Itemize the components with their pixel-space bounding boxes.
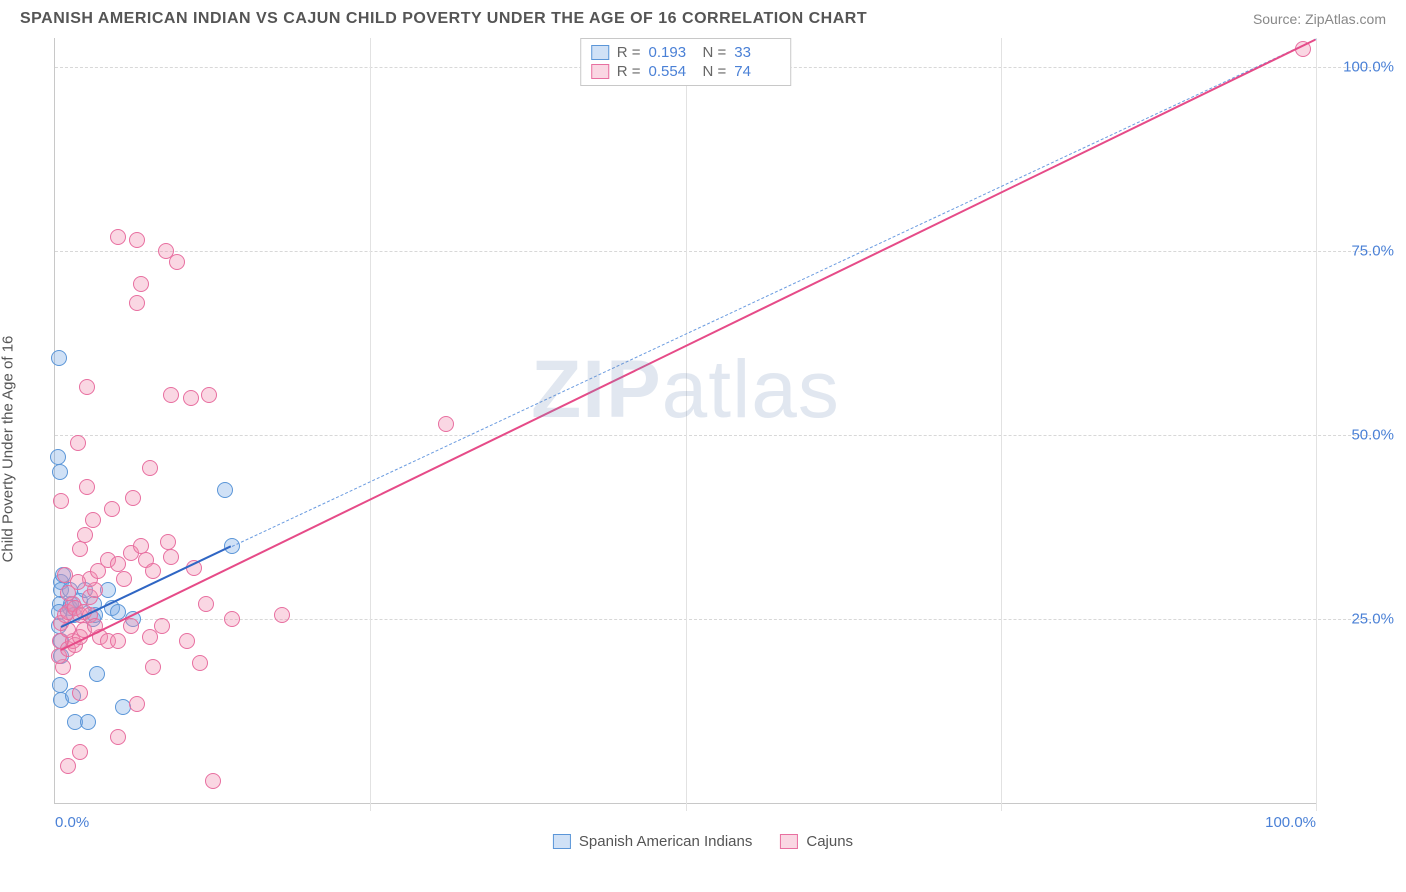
legend-label-2: Cajuns bbox=[806, 833, 853, 850]
data-point bbox=[438, 416, 454, 432]
grid-line-h bbox=[55, 251, 1376, 252]
data-point bbox=[50, 449, 66, 465]
data-point bbox=[205, 773, 221, 789]
data-point bbox=[123, 618, 139, 634]
data-point bbox=[110, 556, 126, 572]
legend-item-2: Cajuns bbox=[780, 833, 853, 850]
r-label: R = bbox=[617, 63, 641, 80]
data-point bbox=[160, 534, 176, 550]
swatch-series-2 bbox=[591, 64, 609, 79]
swatch-series-1 bbox=[591, 45, 609, 60]
grid-line-v bbox=[370, 38, 371, 811]
data-point bbox=[72, 685, 88, 701]
grid-line-h bbox=[55, 619, 1376, 620]
data-point bbox=[110, 633, 126, 649]
data-point bbox=[154, 618, 170, 634]
legend-swatch-2 bbox=[780, 834, 798, 849]
chart-title: SPANISH AMERICAN INDIAN VS CAJUN CHILD P… bbox=[20, 10, 867, 28]
data-point bbox=[79, 479, 95, 495]
source-attribution: Source: ZipAtlas.com bbox=[1253, 11, 1386, 27]
correlation-legend: R = 0.193 N = 33 R = 0.554 N = 74 bbox=[580, 38, 792, 86]
data-point bbox=[72, 744, 88, 760]
data-point bbox=[145, 659, 161, 675]
data-point bbox=[79, 379, 95, 395]
n-label: N = bbox=[703, 63, 727, 80]
data-point bbox=[77, 527, 93, 543]
data-point bbox=[60, 585, 76, 601]
data-point bbox=[163, 549, 179, 565]
data-point bbox=[198, 596, 214, 612]
y-tick-label: 75.0% bbox=[1351, 243, 1394, 260]
data-point bbox=[72, 541, 88, 557]
data-point bbox=[224, 611, 240, 627]
data-point bbox=[110, 229, 126, 245]
data-point bbox=[201, 387, 217, 403]
legend-swatch-1 bbox=[553, 834, 571, 849]
data-point bbox=[142, 629, 158, 645]
y-axis-label: Child Poverty Under the Age of 16 bbox=[0, 336, 17, 563]
data-point bbox=[129, 232, 145, 248]
data-point bbox=[53, 493, 69, 509]
data-point bbox=[51, 350, 67, 366]
legend-label-1: Spanish American Indians bbox=[579, 833, 752, 850]
legend-row-series-2: R = 0.554 N = 74 bbox=[591, 62, 781, 81]
chart-header: SPANISH AMERICAN INDIAN VS CAJUN CHILD P… bbox=[0, 0, 1406, 34]
chart-area: Child Poverty Under the Age of 16 ZIPatl… bbox=[0, 34, 1406, 864]
x-tick-label: 0.0% bbox=[55, 814, 89, 831]
n-value-2: 74 bbox=[734, 63, 780, 80]
data-point bbox=[169, 254, 185, 270]
data-point bbox=[142, 460, 158, 476]
data-point bbox=[110, 729, 126, 745]
n-label: N = bbox=[703, 44, 727, 61]
r-label: R = bbox=[617, 44, 641, 61]
data-point bbox=[52, 464, 68, 480]
data-point bbox=[89, 666, 105, 682]
n-value-1: 33 bbox=[734, 44, 780, 61]
y-tick-label: 50.0% bbox=[1351, 427, 1394, 444]
r-value-2: 0.554 bbox=[649, 63, 695, 80]
data-point bbox=[133, 276, 149, 292]
data-point bbox=[60, 758, 76, 774]
data-point bbox=[85, 512, 101, 528]
y-tick-label: 100.0% bbox=[1343, 59, 1394, 76]
data-point bbox=[133, 538, 149, 554]
data-point bbox=[179, 633, 195, 649]
plot-area: ZIPatlas R = 0.193 N = 33 R = 0.554 N = … bbox=[54, 38, 1316, 804]
grid-line-v bbox=[686, 38, 687, 811]
data-point bbox=[125, 490, 141, 506]
grid-line-v bbox=[1001, 38, 1002, 811]
watermark-light: atlas bbox=[662, 344, 840, 435]
legend-row-series-1: R = 0.193 N = 33 bbox=[591, 43, 781, 62]
grid-line-h bbox=[55, 435, 1376, 436]
data-point bbox=[104, 501, 120, 517]
data-point bbox=[192, 655, 208, 671]
data-point bbox=[274, 607, 290, 623]
data-point bbox=[217, 482, 233, 498]
data-point bbox=[163, 387, 179, 403]
r-value-1: 0.193 bbox=[649, 44, 695, 61]
grid-line-v bbox=[1316, 38, 1317, 811]
trend-line bbox=[231, 38, 1316, 546]
data-point bbox=[129, 295, 145, 311]
data-point bbox=[145, 563, 161, 579]
x-tick-label: 100.0% bbox=[1265, 814, 1316, 831]
legend-item-1: Spanish American Indians bbox=[553, 833, 752, 850]
data-point bbox=[183, 390, 199, 406]
data-point bbox=[116, 571, 132, 587]
data-point bbox=[80, 714, 96, 730]
series-legend: Spanish American Indians Cajuns bbox=[553, 833, 853, 850]
data-point bbox=[70, 435, 86, 451]
trend-line bbox=[61, 38, 1317, 650]
data-point bbox=[129, 696, 145, 712]
y-tick-label: 25.0% bbox=[1351, 611, 1394, 628]
